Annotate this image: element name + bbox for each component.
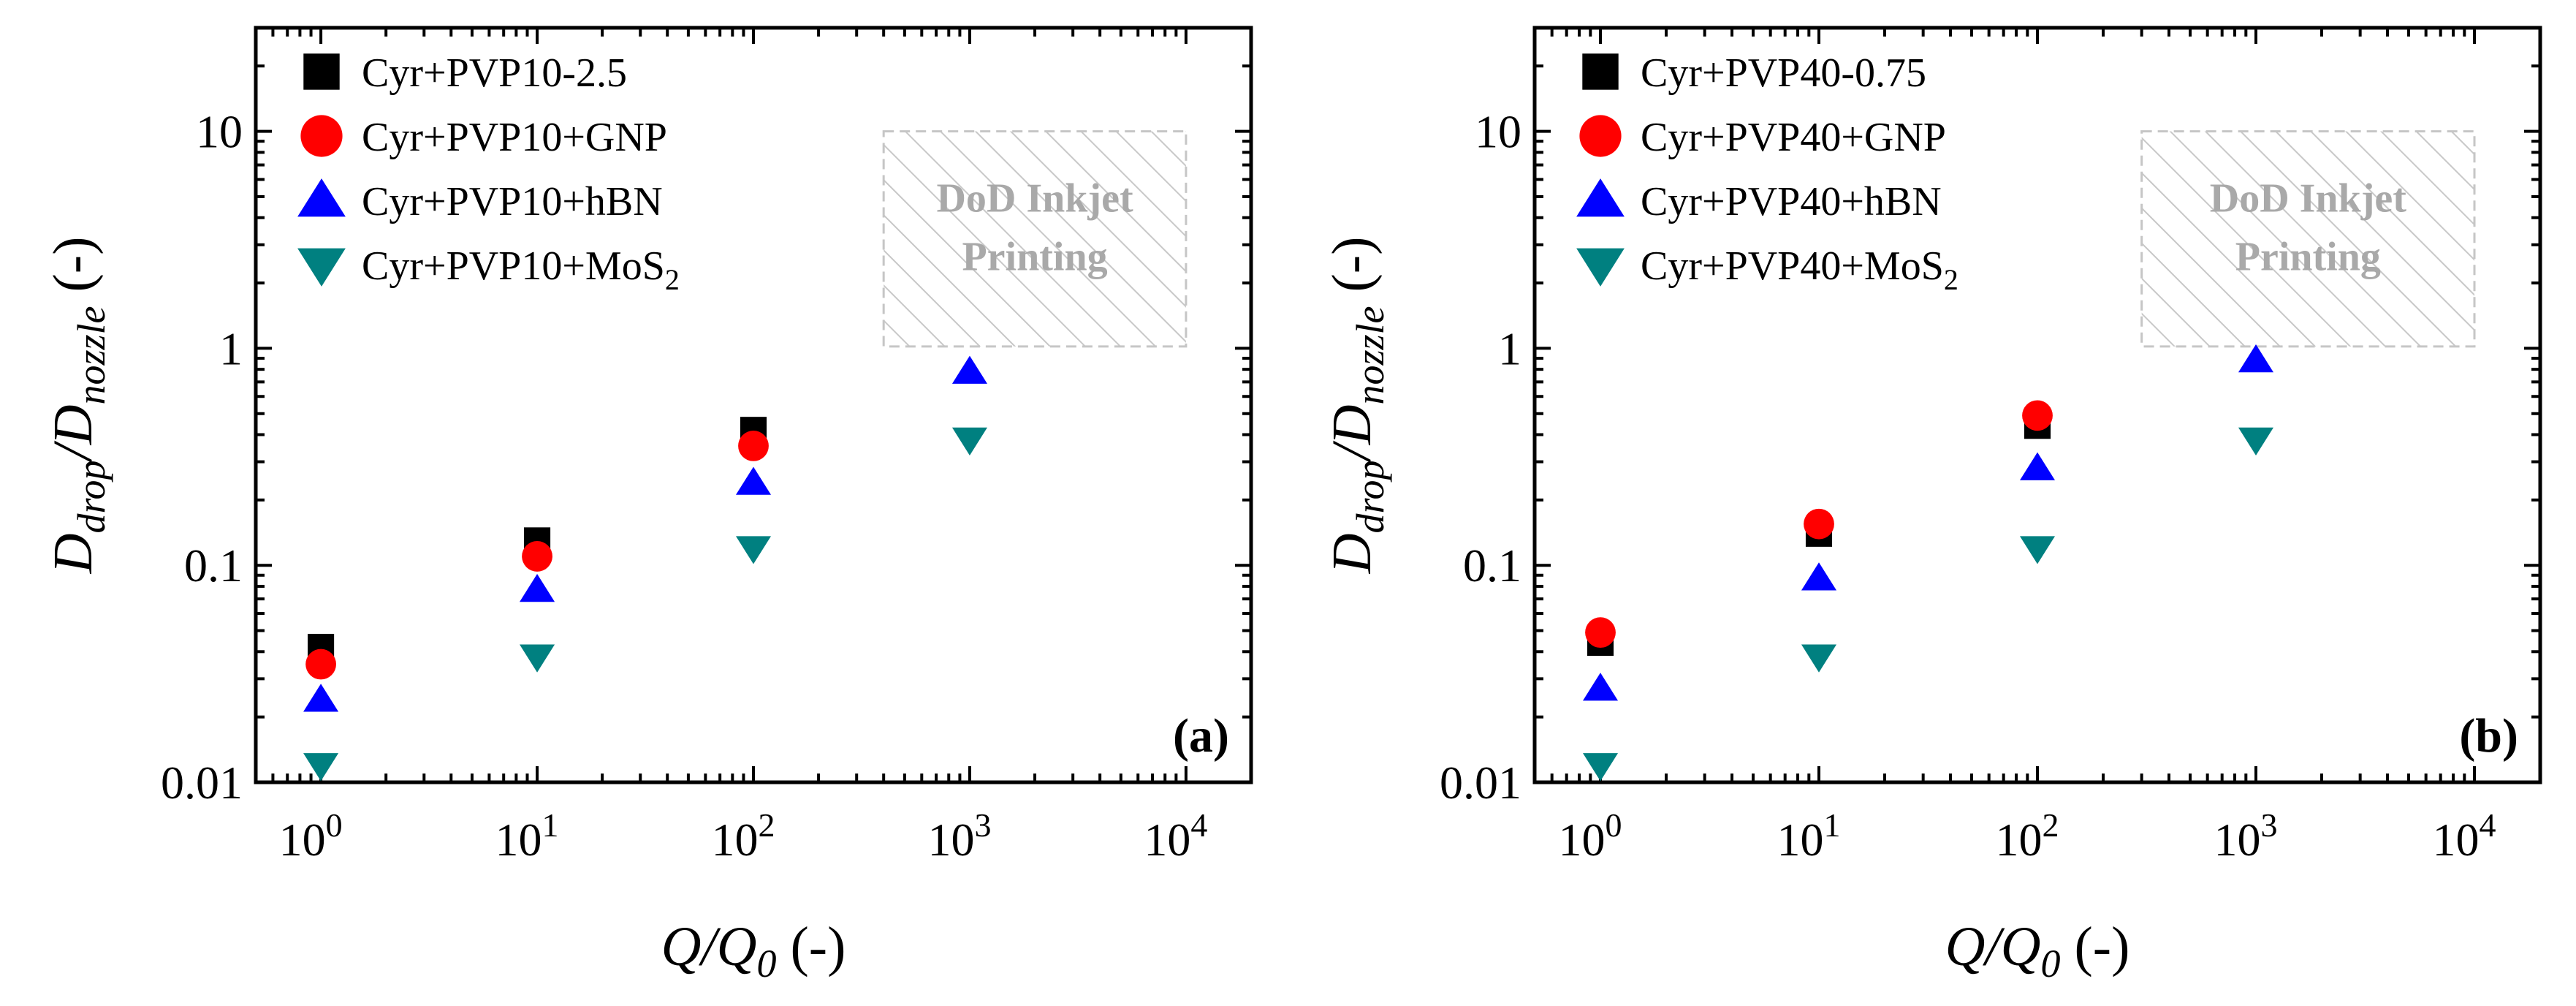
panel-label: (a) <box>1173 709 1229 763</box>
data-point-circle <box>1585 617 1616 648</box>
legend-label: Cyr+PVP40-0.75 <box>1641 50 1926 96</box>
data-point-triangle-down <box>2019 536 2056 564</box>
legend-marker-triangle-down <box>1576 248 1625 287</box>
y-axis-title: Ddrop/Dnozzle (-) <box>42 237 113 575</box>
data-point-triangle-up <box>2238 344 2274 373</box>
x-tick-label: 104 <box>2432 806 2496 866</box>
legend-marker-square <box>303 53 340 90</box>
legend-marker-circle <box>1579 115 1622 157</box>
data-point-triangle-down <box>951 427 987 455</box>
y-axis-title: Ddrop/Dnozzle (-) <box>1321 237 1392 575</box>
data-point-triangle-up <box>1582 673 1619 701</box>
data-point-circle <box>522 541 552 572</box>
legend-marker-triangle-up <box>297 178 346 217</box>
region-label-line1: DoD Inkjet <box>2210 176 2406 222</box>
legend-label: Cyr+PVP10+GNP <box>362 115 667 160</box>
data-point-triangle-up <box>520 574 555 602</box>
y-tick-label: 10 <box>1475 106 1521 158</box>
legend-label: Cyr+PVP10-2.5 <box>362 50 627 96</box>
data-point-triangle-up <box>951 355 987 384</box>
data-point-triangle-down <box>2238 427 2274 455</box>
region-label-line1: DoD Inkjet <box>936 176 1133 222</box>
region-label-line2: Printing <box>2235 235 2381 280</box>
x-tick-label: 102 <box>712 806 775 866</box>
legend-label: Cyr+PVP10+hBN <box>362 179 663 224</box>
x-axis-title: Q/Q0 (-) <box>661 916 846 986</box>
printing-region <box>2140 130 2476 348</box>
data-point-triangle-up <box>1801 562 1837 591</box>
data-point-triangle-up <box>735 466 772 495</box>
x-tick-label: 100 <box>1559 806 1622 866</box>
legend-marker-circle <box>300 115 343 157</box>
data-point-circle <box>738 430 769 461</box>
x-axis-title: Q/Q0 (-) <box>1945 916 2130 986</box>
y-tick-label: 0.01 <box>1440 757 1521 809</box>
x-tick-label: 101 <box>495 806 559 866</box>
data-point-triangle-down <box>303 753 339 782</box>
y-tick-label: 0.01 <box>161 757 243 809</box>
x-tick-label: 101 <box>1777 806 1841 866</box>
legend-label: Cyr+PVP10+MoS2 <box>362 243 680 296</box>
legend-label: Cyr+PVP40+hBN <box>1641 179 1942 224</box>
region-label-line2: Printing <box>962 235 1107 280</box>
x-tick-label: 104 <box>1144 806 1207 866</box>
x-tick-label: 103 <box>927 806 991 866</box>
printing-region <box>882 130 1188 348</box>
legend-marker-triangle-down <box>297 248 346 287</box>
x-tick-label: 102 <box>1996 806 2059 866</box>
x-tick-label: 103 <box>2214 806 2277 866</box>
data-point-triangle-up <box>2019 452 2056 480</box>
x-tick-label: 100 <box>279 806 343 866</box>
legend-label: Cyr+PVP40+GNP <box>1641 115 1946 160</box>
y-tick-label: 10 <box>196 106 243 158</box>
data-point-triangle-down <box>520 644 555 673</box>
data-point-circle <box>2022 400 2053 431</box>
panel-label: (b) <box>2459 709 2518 763</box>
legend-label: Cyr+PVP40+MoS2 <box>1641 243 1958 296</box>
y-tick-label: 1 <box>219 322 243 374</box>
data-point-triangle-up <box>303 684 339 712</box>
y-tick-label: 0.1 <box>184 540 243 591</box>
data-point-triangle-down <box>1801 644 1837 673</box>
legend-marker-triangle-up <box>1576 178 1625 217</box>
data-point-triangle-down <box>1582 753 1619 782</box>
legend-marker-square <box>1582 53 1619 90</box>
data-point-circle <box>305 648 336 680</box>
data-point-triangle-down <box>735 536 772 564</box>
y-tick-label: 1 <box>1498 322 1521 374</box>
data-point-circle <box>1804 508 1834 540</box>
y-tick-label: 0.1 <box>1463 540 1521 591</box>
